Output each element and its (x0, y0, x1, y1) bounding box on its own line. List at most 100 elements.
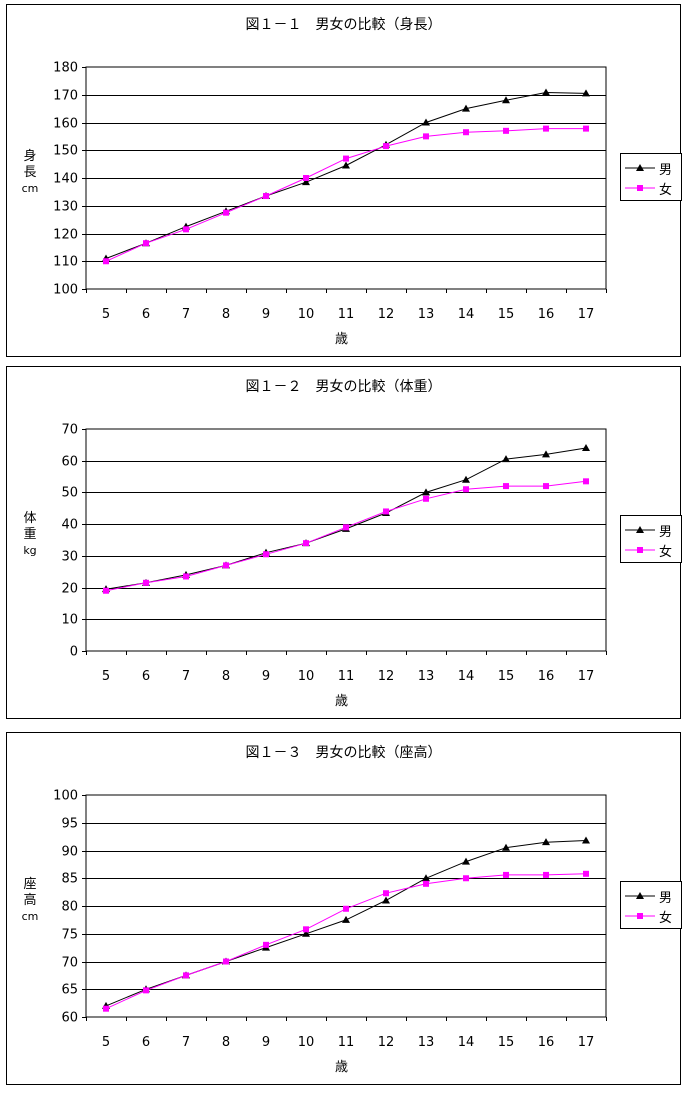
data-point-male (302, 178, 310, 186)
x-tick-label: 14 (458, 669, 475, 684)
y-tick-label: 95 (61, 817, 78, 832)
data-point-female (463, 875, 469, 882)
legend: 男 女 (620, 153, 682, 201)
data-point-female (503, 127, 509, 134)
data-point-female (463, 486, 469, 493)
data-point-female (343, 155, 349, 162)
x-tick-label: 16 (538, 1035, 555, 1050)
y-axis-label: 身 長 cm (21, 149, 39, 197)
x-tick-label: 15 (498, 669, 515, 684)
x-tick-label: 8 (222, 669, 230, 684)
data-point-female (343, 905, 349, 912)
data-point-female (263, 193, 269, 200)
data-point-female (183, 573, 189, 580)
data-point-male (542, 838, 550, 846)
data-point-female (423, 495, 429, 502)
data-point-female (343, 524, 349, 531)
data-point-female (543, 125, 549, 132)
x-tick-label: 5 (102, 669, 110, 684)
y-axis-label-char-1: 身 (23, 149, 37, 164)
y-tick-label: 60 (61, 1011, 78, 1026)
x-tick-label: 5 (102, 307, 110, 322)
data-point-male (582, 89, 590, 97)
data-point-female (423, 133, 429, 140)
data-point-female (543, 483, 549, 490)
x-tick-label: 6 (142, 1035, 150, 1050)
legend-label-female: 女 (659, 545, 673, 560)
y-tick-label: 50 (61, 486, 78, 501)
data-point-female (303, 926, 309, 933)
data-point-female (583, 870, 589, 877)
data-point-female (263, 551, 269, 558)
plot-area (85, 428, 607, 652)
x-tick-label: 12 (378, 1035, 395, 1050)
x-tick-label: 16 (538, 669, 555, 684)
x-tick-label: 16 (538, 307, 555, 322)
data-point-female (183, 972, 189, 979)
legend-item-male: 男 (621, 887, 681, 906)
y-tick-label: 70 (61, 423, 78, 438)
y-axis-label-char-2: 高 (23, 893, 37, 908)
data-point-male (422, 118, 430, 126)
y-tick-label: 0 (70, 645, 78, 660)
x-tick-label: 6 (142, 669, 150, 684)
y-tick-label: 180 (53, 61, 78, 76)
y-axis-label-char-2: 重 (23, 527, 37, 542)
x-tick-label: 9 (262, 1035, 270, 1050)
x-tick-label: 17 (578, 669, 595, 684)
chart-panel-height: 図１－１ 男女の比較（身長） 100 110 120 130 140 150 160 170 1… (6, 4, 682, 357)
x-tick-label: 15 (498, 307, 515, 322)
data-point-female (423, 880, 429, 887)
legend-item-female: 女 (621, 179, 681, 198)
y-tick-label: 130 (53, 200, 78, 215)
data-point-female (183, 226, 189, 233)
y-tick-label: 120 (53, 228, 78, 243)
data-point-female (383, 890, 389, 897)
data-point-male (422, 874, 430, 882)
y-tick-label: 140 (53, 172, 78, 187)
chart-plot: 0 10 20 30 40 50 60 70 5 6 7 8 9 10 11 12 13 14 15 16 17 (61, 423, 607, 684)
y-tick-label: 170 (53, 89, 78, 104)
chart-panel-sitting-height: 図１－３ 男女の比較（座高） 60 65 70 75 80 85 90 95 100 5 6 7 8 9 1… (6, 732, 682, 1085)
y-tick-label: 30 (61, 550, 78, 565)
data-point-female (143, 987, 149, 994)
legend-swatch-male (625, 526, 655, 533)
data-point-male (422, 488, 430, 496)
x-tick-label: 7 (182, 669, 190, 684)
y-tick-label: 70 (61, 956, 78, 971)
x-tick-label: 13 (418, 669, 435, 684)
y-tick-label: 10 (61, 613, 78, 628)
data-point-female (303, 175, 309, 181)
data-point-male (502, 455, 510, 463)
data-point-female (543, 871, 549, 878)
legend-item-male: 男 (621, 159, 681, 178)
x-tick-label: 7 (182, 307, 190, 322)
legend-swatch-female (625, 185, 655, 191)
data-point-female (503, 871, 509, 878)
chart-panel-weight: 図１－２ 男女の比較（体重） 0 10 20 30 40 50 60 70 5 6 7 8 9 10 11 1… (6, 366, 682, 719)
x-tick-label: 15 (498, 1035, 515, 1050)
y-axis-label-char-1: 座 (23, 877, 37, 892)
data-point-female (503, 483, 509, 490)
x-tick-label: 17 (578, 1035, 595, 1050)
x-tick-label: 10 (298, 1035, 315, 1050)
x-axis-label: 歳 (335, 332, 349, 347)
data-point-male (342, 915, 350, 923)
y-tick-label: 85 (61, 872, 78, 887)
y-tick-label: 65 (61, 983, 78, 998)
y-tick-label: 100 (53, 283, 78, 298)
y-tick-label: 60 (61, 455, 78, 470)
data-point-female (303, 540, 309, 547)
data-point-male (542, 88, 550, 96)
data-point-female (263, 941, 269, 948)
legend-label-male: 男 (659, 163, 673, 178)
y-axis-label: 座 高 cm (21, 877, 39, 925)
data-point-male (462, 475, 470, 483)
legend-swatch-male (625, 892, 655, 899)
legend-label-male: 男 (659, 891, 673, 906)
y-tick-label: 90 (61, 845, 78, 860)
y-tick-label: 110 (53, 255, 78, 270)
x-tick-label: 8 (222, 1035, 230, 1050)
x-tick-label: 11 (338, 307, 355, 322)
x-tick-label: 13 (418, 307, 435, 322)
